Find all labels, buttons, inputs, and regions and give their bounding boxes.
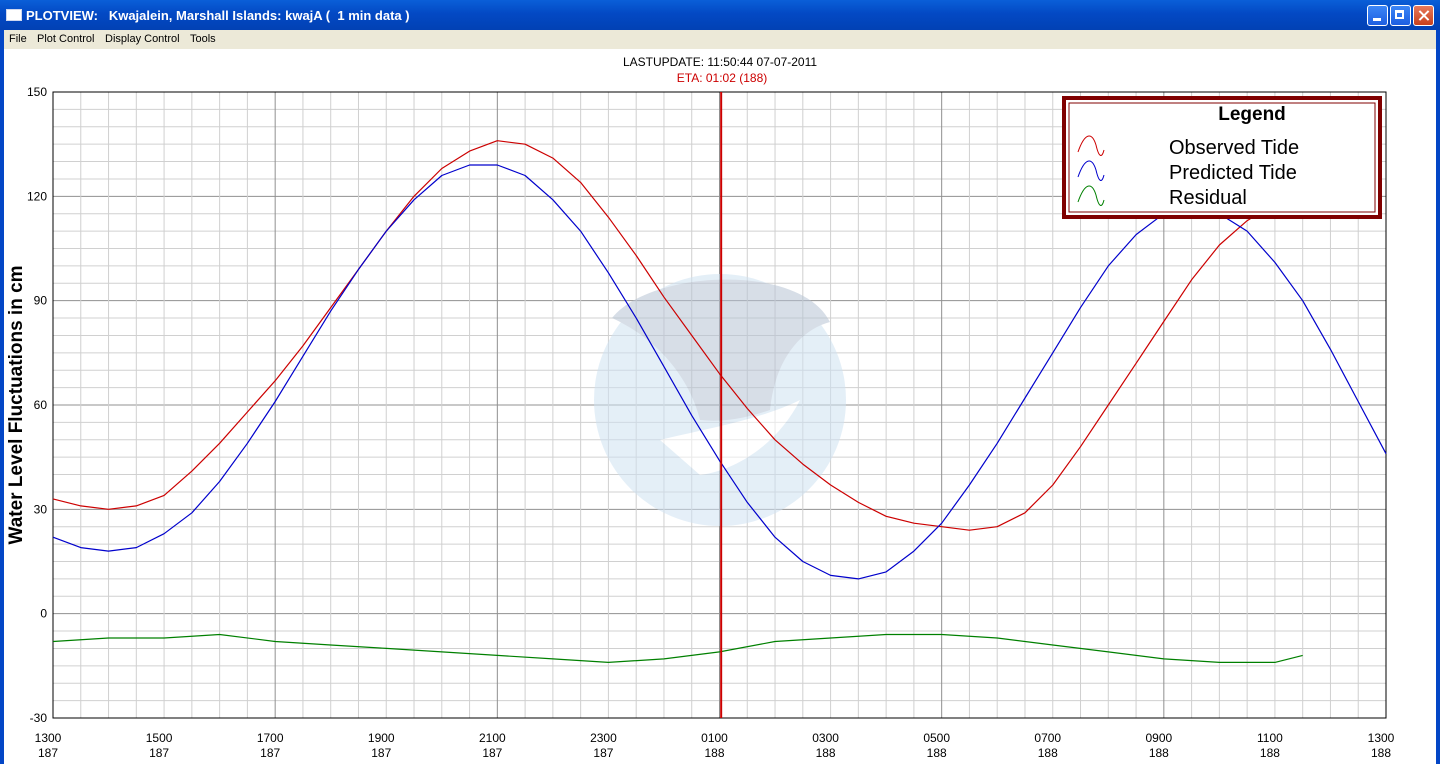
x-tick-time-label: 0900: [1145, 731, 1172, 745]
y-axis-ticks: 150 120 90 60 30 0 -30: [27, 85, 47, 725]
legend-box: [1062, 96, 1382, 219]
menu-display-control[interactable]: Display Control: [105, 33, 180, 45]
x-tick-time-label: 1100: [1257, 731, 1283, 745]
x-tick-time-label: 1500: [146, 731, 173, 745]
legend: Legend Observed Tide Predicted Tide Resi…: [1062, 96, 1382, 219]
x-tick-day-label: 188: [816, 746, 836, 760]
x-tick-day-label: 187: [260, 746, 280, 760]
y-tick-label: 60: [34, 398, 48, 412]
window-title: PLOTVIEW: Kwajalein, Marshall Islands: k…: [26, 8, 410, 23]
x-tick-day-label: 188: [704, 746, 724, 760]
y-tick-label: 150: [27, 85, 47, 99]
residual-line: [52, 633, 1303, 664]
y-tick-label: -30: [30, 711, 48, 725]
observed-tide-line: [52, 140, 1303, 531]
window-frame-left: [0, 30, 4, 764]
eta-text: ETA: 01:02 (188): [677, 71, 768, 85]
legend-predicted-swatch: [1077, 160, 1105, 181]
x-tick-day-label: 188: [1149, 746, 1169, 760]
window-frame-right: [1436, 30, 1440, 764]
legend-residual-swatch: [1077, 185, 1105, 206]
y-tick-label: 90: [34, 294, 48, 308]
close-button[interactable]: [1413, 5, 1434, 26]
x-tick-time-label: 2100: [479, 731, 506, 745]
maximize-button[interactable]: [1390, 5, 1411, 26]
y-tick-label: 30: [34, 502, 48, 516]
x-tick-time-label: 0100: [701, 731, 728, 745]
legend-title: Legend: [1218, 104, 1286, 125]
plot-area-border: [52, 91, 1387, 719]
title-bar[interactable]: PLOTVIEW: Kwajalein, Marshall Islands: k…: [0, 0, 1440, 30]
x-tick-time-label: 0700: [1034, 731, 1061, 745]
x-tick-day-label: 187: [593, 746, 613, 760]
legend-observed-label: Observed Tide: [1169, 137, 1299, 159]
x-tick-day-label: 187: [38, 746, 58, 760]
x-tick-day-label: 187: [149, 746, 169, 760]
x-tick-day-label: 187: [371, 746, 391, 760]
last-update-text: LASTUPDATE: 11:50:44 07-07-2011: [623, 55, 817, 69]
menu-file[interactable]: File: [9, 33, 27, 45]
x-tick-time-label: 0500: [923, 731, 950, 745]
x-tick-day-label: 188: [1038, 746, 1058, 760]
x-tick-time-label: 2300: [590, 731, 617, 745]
x-tick-time-label: 1300: [1368, 731, 1395, 745]
legend-residual-label: Residual: [1169, 187, 1247, 209]
x-tick-day-label: 188: [927, 746, 947, 760]
legend-inner-border: [1068, 102, 1376, 213]
y-tick-label: 120: [27, 189, 47, 203]
x-tick-time-label: 1300: [35, 731, 62, 745]
x-tick-time-label: 1700: [257, 731, 284, 745]
app-icon: [6, 9, 22, 21]
legend-predicted-label: Predicted Tide: [1169, 162, 1297, 184]
y-tick-label: 0: [40, 607, 47, 621]
menu-tools[interactable]: Tools: [190, 33, 216, 45]
menu-plot-control[interactable]: Plot Control: [37, 33, 95, 45]
x-tick-day-label: 188: [1371, 746, 1391, 760]
x-tick-day-label: 187: [482, 746, 502, 760]
y-axis-label: Water Level Fluctuations in cm: [6, 265, 27, 544]
x-tick-time-label: 0300: [812, 731, 839, 745]
x-tick-time-label: 1900: [368, 731, 395, 745]
legend-observed-swatch: [1077, 135, 1105, 156]
x-axis-ticks: 1300187150018717001871900187210018723001…: [35, 731, 1395, 760]
menu-bar: File Plot Control Display Control Tools: [0, 30, 1440, 49]
x-tick-day-label: 188: [1260, 746, 1280, 760]
minimize-button[interactable]: [1367, 5, 1388, 26]
